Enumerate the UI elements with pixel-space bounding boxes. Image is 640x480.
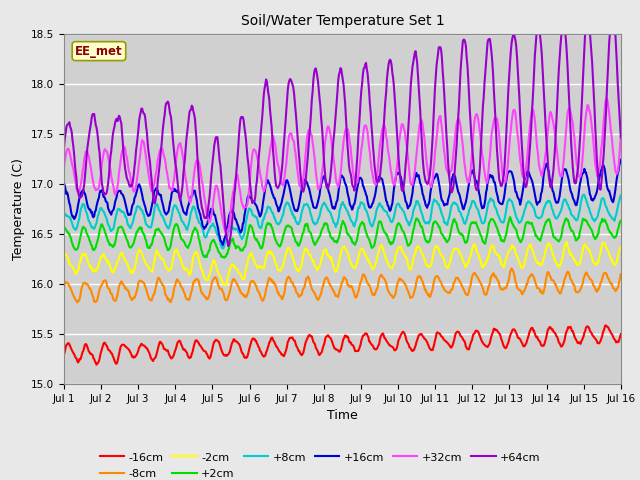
+64cm [184,123,192,129]
+8cm [411,204,419,209]
Line: -8cm: -8cm [64,268,621,302]
-16cm [70,351,78,357]
+64cm [225,243,232,249]
Line: -2cm: -2cm [64,242,621,285]
-8cm [60,284,68,290]
+2cm [506,214,514,220]
-16cm [617,331,625,337]
-2cm [184,268,192,274]
-16cm [185,354,193,360]
+8cm [184,224,192,230]
+8cm [70,226,78,231]
Line: +16cm: +16cm [64,160,621,245]
-2cm [214,269,221,275]
-16cm [411,345,419,350]
-16cm [214,338,222,344]
+2cm [184,245,192,251]
-8cm [411,287,419,293]
+2cm [70,245,78,251]
-16cm [93,362,100,368]
+32cm [602,96,610,102]
+2cm [428,233,435,239]
+64cm [428,159,435,165]
-8cm [70,294,78,300]
+2cm [411,220,419,226]
+32cm [411,168,419,174]
+32cm [617,133,625,139]
+32cm [127,180,135,186]
Line: +64cm: +64cm [64,13,621,246]
+8cm [617,192,625,198]
+2cm [617,218,625,224]
-2cm [60,252,68,258]
+2cm [220,255,228,261]
+32cm [223,232,231,238]
+64cm [70,151,78,156]
+64cm [214,134,221,140]
-16cm [60,351,68,357]
-2cm [221,282,229,288]
-2cm [617,244,625,250]
Line: -16cm: -16cm [64,325,621,365]
-2cm [428,262,435,267]
-2cm [127,270,135,276]
+16cm [617,157,625,163]
-2cm [563,239,570,245]
+8cm [214,232,221,238]
-8cm [508,265,515,271]
+32cm [70,171,78,177]
+16cm [214,223,221,228]
+64cm [609,10,617,16]
-8cm [128,298,136,303]
+32cm [60,163,68,169]
-2cm [411,251,419,257]
+32cm [214,185,221,191]
+8cm [219,246,227,252]
Line: +2cm: +2cm [64,217,621,258]
-8cm [428,291,435,297]
-16cm [602,323,609,328]
+8cm [60,210,68,216]
+2cm [127,244,135,250]
+64cm [617,134,625,140]
Line: +8cm: +8cm [64,194,621,249]
+16cm [127,207,135,213]
-16cm [428,347,435,353]
+16cm [428,186,435,192]
-8cm [74,300,81,305]
Text: EE_met: EE_met [75,45,123,58]
+32cm [428,184,435,190]
X-axis label: Time: Time [327,409,358,422]
+16cm [184,204,192,210]
+32cm [184,191,192,197]
+2cm [60,226,68,231]
+64cm [411,50,419,56]
Line: +32cm: +32cm [64,99,621,235]
Title: Soil/Water Temperature Set 1: Soil/Water Temperature Set 1 [241,14,444,28]
-8cm [214,282,222,288]
-16cm [128,354,136,360]
+64cm [60,145,68,151]
-8cm [617,271,625,277]
+8cm [127,223,135,228]
Legend: -16cm, -8cm, -2cm, +2cm, +8cm, +16cm, +32cm, +64cm: -16cm, -8cm, -2cm, +2cm, +8cm, +16cm, +3… [95,447,545,480]
+2cm [214,245,221,251]
-8cm [185,297,193,303]
+16cm [219,242,227,248]
+16cm [70,216,78,222]
+8cm [428,212,435,218]
-2cm [70,267,78,273]
+8cm [580,192,588,197]
Y-axis label: Temperature (C): Temperature (C) [12,158,26,260]
+16cm [411,176,419,182]
+16cm [60,180,68,186]
+64cm [127,182,135,188]
